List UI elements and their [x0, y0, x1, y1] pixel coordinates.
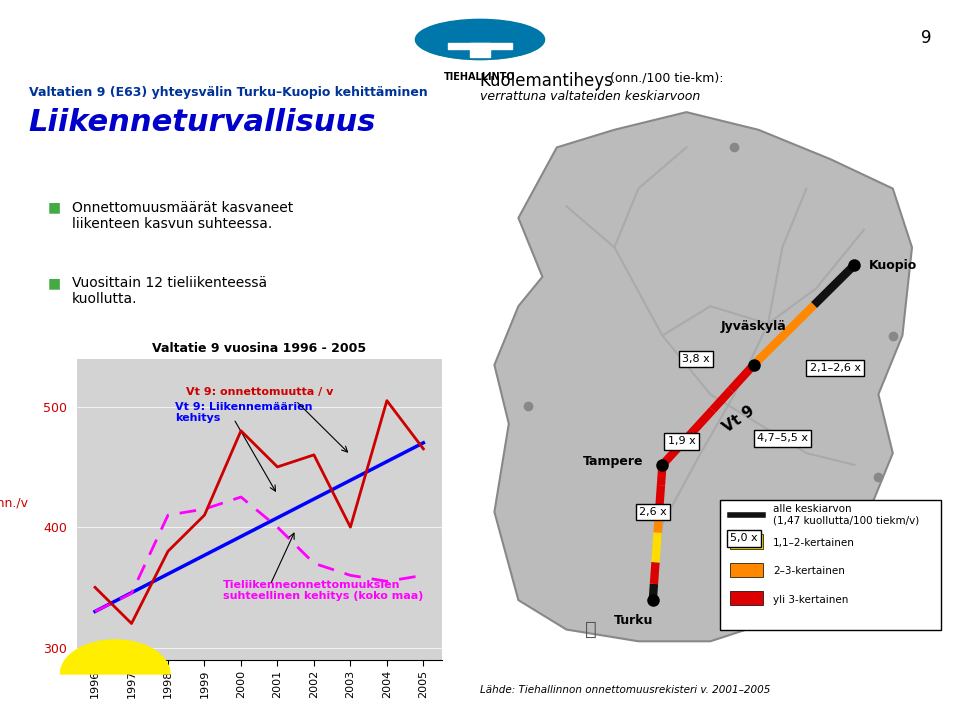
Text: (onn./100 tie-km):: (onn./100 tie-km): [610, 72, 723, 85]
Text: Lähde: Tiehallinnon onnettomuusrekisteri v. 2001–2005: Lähde: Tiehallinnon onnettomuusrekisteri… [480, 685, 770, 695]
Text: Kuolemantiheys: Kuolemantiheys [480, 72, 623, 90]
Text: yli 3-kertainen: yli 3-kertainen [773, 594, 849, 604]
Text: Jyväskylä: Jyväskylä [721, 320, 786, 333]
Wedge shape [60, 640, 170, 674]
Text: ■: ■ [48, 201, 61, 215]
Text: 5,0 x: 5,0 x [731, 533, 757, 543]
Text: TIEHALLINTO: TIEHALLINTO [444, 72, 516, 82]
Text: 9: 9 [921, 29, 931, 47]
Text: Vt 9: Vt 9 [720, 403, 757, 435]
Bar [469, 43, 491, 57]
Text: Onnettomuusmäärät kasvaneet
liikenteen kasvun suhteessa.: Onnettomuusmäärät kasvaneet liikenteen k… [72, 201, 293, 231]
Text: 2,1–2,6 x: 2,1–2,6 x [809, 363, 861, 373]
Y-axis label: onn./v: onn./v [0, 496, 28, 509]
FancyBboxPatch shape [720, 500, 941, 630]
Text: Tampere: Tampere [583, 455, 643, 468]
Text: ⛴: ⛴ [585, 620, 596, 639]
Text: Kuopio: Kuopio [869, 259, 917, 272]
Text: Tieliikenneonnettomuuksien
suhteellinen kehitys (koko maa): Tieliikenneonnettomuuksien suhteellinen … [223, 580, 423, 602]
Text: 1,1–2-kertainen: 1,1–2-kertainen [773, 538, 854, 548]
Text: 2–3-kertainen: 2–3-kertainen [773, 566, 845, 576]
Bar [447, 43, 513, 49]
Text: Liikenneturvallisuus: Liikenneturvallisuus [29, 108, 376, 136]
Text: 3,8 x: 3,8 x [683, 354, 709, 364]
Text: Vt 9: Liikennemäärien
kehitys: Vt 9: Liikennemäärien kehitys [176, 402, 313, 423]
Text: ■: ■ [48, 276, 61, 290]
Text: Turku: Turku [613, 614, 654, 627]
FancyBboxPatch shape [730, 591, 763, 605]
Text: 1,9 x: 1,9 x [668, 437, 695, 447]
Text: Vt 9: onnettomuutta / v: Vt 9: onnettomuutta / v [185, 386, 333, 397]
FancyBboxPatch shape [730, 563, 763, 577]
Text: Vuosittain 12 tieliikenteessä
kuollutta.: Vuosittain 12 tieliikenteessä kuollutta. [72, 276, 267, 306]
Text: Valtatien 9 (E63) yhteysvälin Turku–Kuopio kehittäminen: Valtatien 9 (E63) yhteysvälin Turku–Kuop… [29, 86, 427, 99]
Wedge shape [416, 39, 544, 60]
Text: 2,6 x: 2,6 x [639, 507, 666, 517]
Title: Valtatie 9 vuosina 1996 - 2005: Valtatie 9 vuosina 1996 - 2005 [152, 341, 367, 354]
FancyBboxPatch shape [730, 534, 763, 549]
Circle shape [416, 19, 544, 60]
Polygon shape [494, 112, 912, 641]
Text: verrattuna valtateiden keskiarvoon: verrattuna valtateiden keskiarvoon [480, 90, 700, 103]
Text: 4,7–5,5 x: 4,7–5,5 x [756, 434, 808, 443]
Text: alle keskiarvon
(1,47 kuollutta/100 tiekm/v): alle keskiarvon (1,47 kuollutta/100 tiek… [773, 504, 919, 526]
